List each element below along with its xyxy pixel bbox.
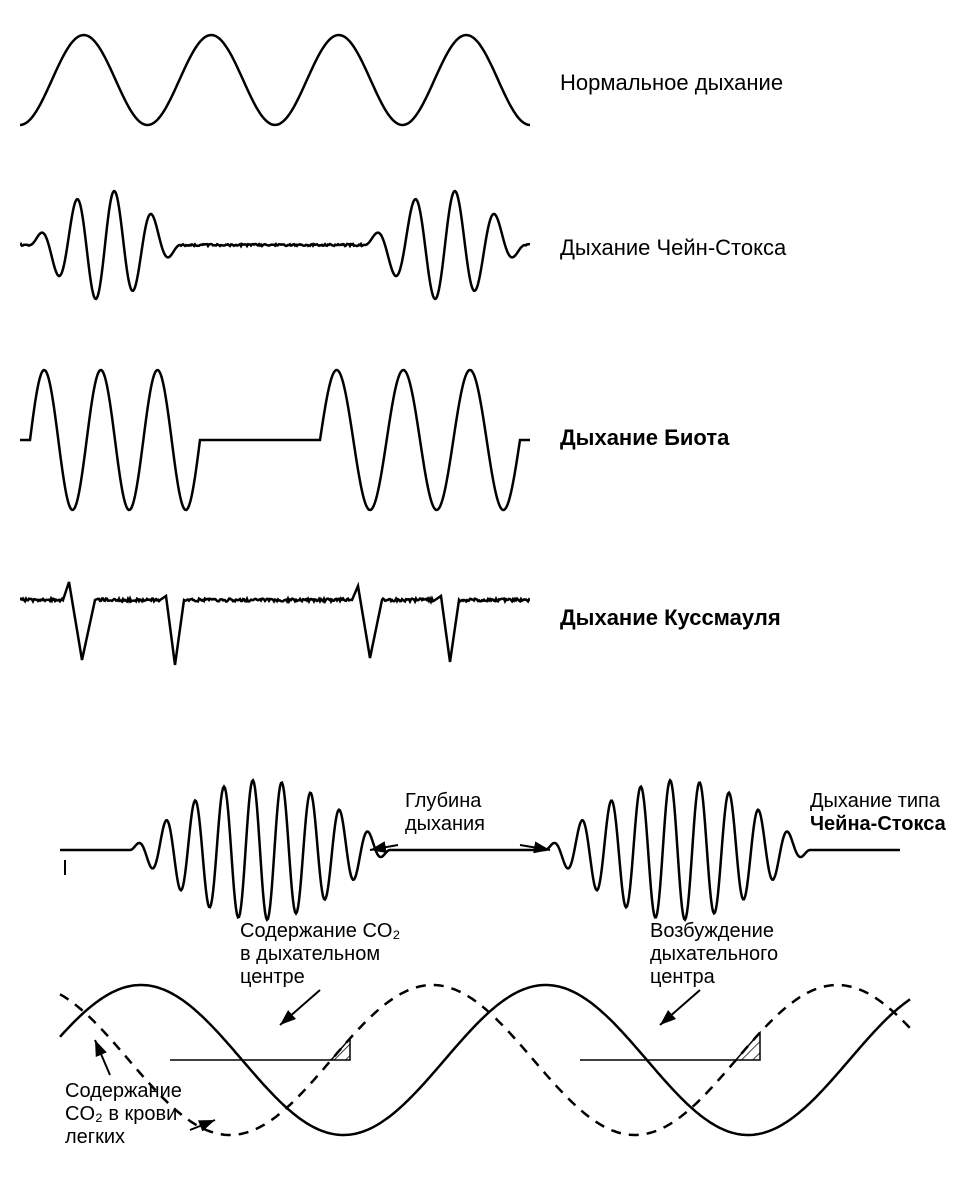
anno-depth: Глубина дыхания (405, 790, 485, 836)
anno-co2-center: Содержание CO₂ в дыхательном центре (240, 920, 400, 989)
wave-biot (20, 350, 530, 525)
label-cheyne: Дыхание Чейн-Стокса (530, 235, 949, 261)
anno-co2c-l3: центре (240, 966, 305, 988)
anno-type: Дыхание типа Чейна-Стокса (810, 790, 946, 836)
anno-exc-l1: Возбуждение (650, 920, 774, 942)
anno-exc-l2: дыхательного (650, 943, 778, 965)
anno-co2b-l2: CO₂ в крови (65, 1103, 177, 1125)
row-cheyne: Дыхание Чейн-Стокса (20, 175, 949, 320)
anno-depth-l2: дыхания (405, 813, 485, 835)
anno-co2b-l3: легких (65, 1126, 125, 1148)
wave-svg-biot (20, 350, 530, 520)
anno-depth-l1: Глубина (405, 790, 481, 812)
row-biot: Дыхание Биота (20, 350, 949, 525)
anno-type-l1: Дыхание типа (810, 790, 940, 812)
anno-co2b-l1: Содержание (65, 1080, 182, 1102)
label-normal: Нормальное дыхание (530, 70, 949, 96)
wave-normal (20, 20, 530, 145)
anno-co2c-l2: в дыхательном (240, 943, 380, 965)
wave-svg-cheyne (20, 175, 530, 315)
label-biot: Дыхание Биота (530, 425, 949, 451)
wave-kussmaul (20, 555, 530, 680)
anno-co2-blood: Содержание CO₂ в крови легких (65, 1080, 182, 1149)
row-normal: Нормальное дыхание (20, 20, 949, 145)
label-kussmaul: Дыхание Куссмауля (530, 605, 949, 631)
wave-svg-normal (20, 20, 530, 140)
bottom-diagram: Глубина дыхания Дыхание типа Чейна-Стокс… (20, 740, 949, 1160)
row-kussmaul: Дыхание Куссмауля (20, 555, 949, 680)
wave-svg-kussmaul (20, 555, 530, 675)
wave-cheyne (20, 175, 530, 320)
anno-co2c-l1: Содержание CO₂ (240, 920, 400, 942)
anno-exc-l3: центра (650, 966, 715, 988)
anno-type-l2: Чейна-Стокса (810, 813, 946, 835)
anno-excitation: Возбуждение дыхательного центра (650, 920, 778, 989)
